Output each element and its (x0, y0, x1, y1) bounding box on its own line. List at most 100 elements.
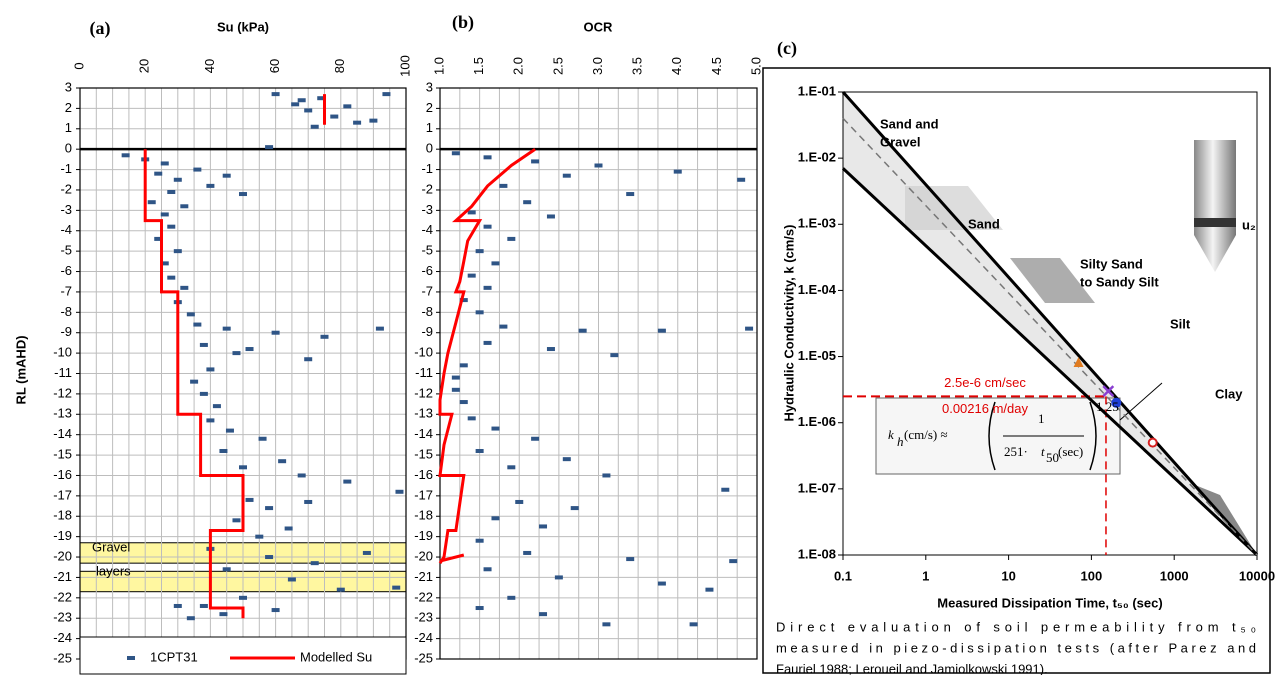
data-point (475, 249, 484, 254)
data-point (1111, 397, 1122, 408)
x-tick-label: 2.0 (511, 57, 526, 75)
data-point (539, 524, 548, 529)
data-point (459, 298, 468, 303)
data-point (531, 436, 540, 441)
data-point (562, 457, 571, 462)
data-point (467, 210, 476, 215)
y-tick-label: -19 (414, 528, 433, 543)
legend-label: Modelled Su (300, 649, 372, 664)
annotation: Gravel (92, 539, 130, 554)
data-point (483, 567, 492, 572)
data-point (271, 608, 280, 613)
y-tick-label: -14 (53, 426, 72, 441)
y-tick-label: -15 (414, 447, 433, 462)
zone-label: Clay (1215, 386, 1243, 401)
chart-title: Su (kPa) (217, 19, 269, 34)
caption: Direct evaluation of soil permeability f… (776, 619, 1256, 634)
data-point (304, 108, 313, 113)
data-point (523, 200, 532, 205)
data-point (507, 236, 516, 241)
panel-label: (b) (452, 12, 474, 33)
data-point (212, 404, 221, 409)
data-point (304, 357, 313, 362)
y-tick-label: -4 (421, 222, 433, 237)
y-tick-label: 1.E-02 (798, 150, 836, 165)
data-point (173, 249, 182, 254)
data-point (317, 96, 326, 101)
data-point (222, 567, 231, 572)
y-tick-label: -10 (414, 345, 433, 360)
data-point (206, 367, 215, 372)
y-tick-label: 0 (65, 141, 72, 156)
y-tick-label: -20 (53, 548, 72, 563)
chart-title: OCR (584, 19, 614, 34)
x-tick-label: 0.1 (834, 568, 852, 583)
y-tick-label: -13 (53, 406, 72, 421)
data-point (320, 334, 329, 339)
x-tick-label: 20 (137, 59, 152, 73)
data-point (546, 347, 555, 352)
data-point (304, 499, 313, 504)
y-tick-label: -2 (60, 181, 72, 196)
x-tick-label: 10000 (1239, 568, 1275, 583)
data-point (507, 465, 516, 470)
y-tick-label: -10 (53, 345, 72, 360)
x-tick-label: 3.0 (590, 57, 605, 75)
data-point (1073, 356, 1084, 367)
data-point (745, 326, 754, 331)
data-point (265, 145, 274, 150)
y-tick-label: -4 (60, 222, 72, 237)
x-tick-label: 1.0 (431, 57, 446, 75)
data-point (499, 183, 508, 188)
y-tick-label: 0 (426, 141, 433, 156)
y-tick-label: 1.E-05 (798, 348, 836, 363)
series-line (143, 94, 326, 619)
data-point (245, 347, 254, 352)
y-tick-label: -12 (53, 385, 72, 400)
legend-swatch (127, 656, 135, 660)
zone-label: Silty Sand (1080, 256, 1143, 271)
y-tick-label: -23 (414, 610, 433, 625)
data-point (657, 581, 666, 586)
data-point (475, 606, 484, 611)
y-tick-label: -6 (60, 263, 72, 278)
x-tick-label: 1.5 (471, 57, 486, 75)
x-tick-label: 1000 (1160, 568, 1189, 583)
data-point (258, 436, 267, 441)
data-point (245, 497, 254, 502)
data-point (199, 603, 208, 608)
data-point (160, 261, 169, 266)
equation-part: t (1041, 444, 1045, 459)
y-tick-label: 1.E-06 (798, 414, 836, 429)
y-tick-label: 2 (65, 100, 72, 115)
caption: Fauriel 1988; Leroueil and Jamiolkowski … (776, 661, 1048, 675)
data-point (483, 340, 492, 345)
data-point (475, 538, 484, 543)
data-point (626, 192, 635, 197)
y-tick-label: 1.E-08 (798, 546, 836, 561)
data-point (395, 489, 404, 494)
series-line (842, 117, 1258, 556)
annotation: layers (96, 563, 131, 578)
data-point (737, 177, 746, 182)
data-point (173, 603, 182, 608)
data-point (199, 391, 208, 396)
series-line (438, 147, 536, 565)
data-point (705, 587, 714, 592)
equation-part: (cm/s) ≈ (904, 427, 948, 442)
x-tick-label: 0 (71, 62, 86, 69)
data-point (578, 328, 587, 333)
y-tick-label: -7 (60, 283, 72, 298)
y-tick-label: -1 (60, 161, 72, 176)
y-tick-label: -9 (60, 324, 72, 339)
data-point (219, 612, 228, 617)
data-point (297, 98, 306, 103)
data-point (467, 416, 476, 421)
series-line (841, 91, 1259, 556)
y-tick-label: -5 (60, 243, 72, 258)
y-tick-label: -20 (414, 548, 433, 563)
data-point (392, 585, 401, 590)
data-point (554, 575, 563, 580)
zone-label: Silt (1170, 316, 1191, 331)
data-point (167, 224, 176, 229)
